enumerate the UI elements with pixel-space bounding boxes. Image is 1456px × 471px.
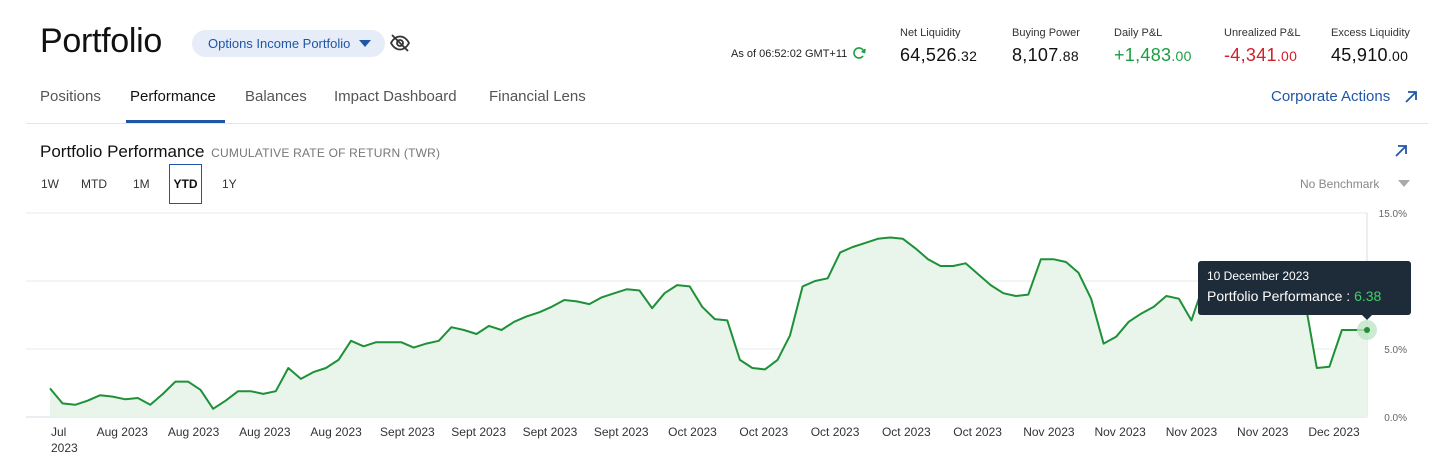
metric-value: 8,107.88 bbox=[1012, 45, 1079, 65]
y-tick-label: 5.0% bbox=[1384, 345, 1407, 356]
divider bbox=[26, 123, 1428, 124]
tab-positions[interactable]: Positions bbox=[40, 88, 101, 105]
tooltip-pointer bbox=[1361, 314, 1373, 320]
x-tick-label: Aug 2023 bbox=[97, 425, 149, 439]
performance-chart[interactable]: 0.0% 5.0% 15.0% Jul 2023 Aug 2023 Aug 2023 Aug … bbox=[0, 200, 1456, 471]
chevron-down-icon bbox=[359, 40, 371, 47]
metric-label: Net Liquidity bbox=[900, 27, 961, 39]
x-tick-label: Oct 2023 bbox=[668, 425, 717, 439]
arrow-up-right-icon[interactable] bbox=[1403, 89, 1419, 105]
active-tab-indicator bbox=[126, 120, 225, 123]
metric-net-liquidity: Net Liquidity 64,526.32 bbox=[900, 27, 977, 66]
tab-financial-lens[interactable]: Financial Lens bbox=[489, 88, 586, 105]
benchmark-selector[interactable]: No Benchmark bbox=[1300, 177, 1410, 191]
metric-value: 64,526.32 bbox=[900, 45, 978, 65]
portfolio-selector[interactable]: Options Income Portfolio bbox=[192, 30, 385, 57]
metric-value: 45,910.00 bbox=[1331, 45, 1409, 65]
corporate-actions-link[interactable]: Corporate Actions bbox=[1271, 88, 1391, 105]
metric-value: -4,341.00 bbox=[1224, 45, 1298, 65]
x-tick-label: Aug 2023 bbox=[239, 425, 291, 439]
x-tick-label: Nov 2023 bbox=[1166, 425, 1218, 439]
chart-tooltip: 10 December 2023 Portfolio Performance :… bbox=[1198, 261, 1411, 315]
x-tick-label: Aug 2023 bbox=[310, 425, 362, 439]
range-button-mtd[interactable]: MTD bbox=[81, 177, 107, 191]
refresh-icon[interactable] bbox=[851, 45, 867, 61]
metric-buying-power: Buying Power 8,107.88 bbox=[1012, 27, 1080, 66]
x-tick-label: Sept 2023 bbox=[523, 425, 578, 439]
x-tick-label: Oct 2023 bbox=[811, 425, 860, 439]
x-tick-label: Oct 2023 bbox=[882, 425, 931, 439]
y-tick-label: 0.0% bbox=[1384, 413, 1407, 424]
chart-subtitle: CUMULATIVE RATE OF RETURN (TWR) bbox=[211, 146, 441, 160]
x-tick-label: Oct 2023 bbox=[739, 425, 788, 439]
x-tick-label: Nov 2023 bbox=[1023, 425, 1075, 439]
x-tick-label: Sept 2023 bbox=[380, 425, 435, 439]
range-button-1y[interactable]: 1Y bbox=[222, 177, 237, 191]
chart-heading: Portfolio Performance bbox=[40, 142, 205, 161]
metric-value: +1,483.00 bbox=[1114, 45, 1192, 65]
x-tick-label: Sept 2023 bbox=[594, 425, 649, 439]
tooltip-date: 10 December 2023 bbox=[1207, 269, 1310, 283]
y-tick-label: 15.0% bbox=[1379, 209, 1407, 220]
series-area bbox=[50, 237, 1367, 417]
series-line bbox=[49, 236, 1367, 410]
x-tick-label: Oct 2023 bbox=[953, 425, 1002, 439]
eye-slash-icon[interactable] bbox=[389, 33, 411, 53]
x-tick-label: Sept 2023 bbox=[451, 425, 506, 439]
metric-label: Unrealized P&L bbox=[1224, 27, 1301, 39]
range-button-1m[interactable]: 1M bbox=[133, 177, 150, 191]
x-tick-label: Dec 2023 bbox=[1308, 425, 1360, 439]
benchmark-label: No Benchmark bbox=[1300, 177, 1380, 191]
metric-label: Buying Power bbox=[1012, 27, 1080, 39]
chevron-down-icon bbox=[1398, 180, 1410, 187]
hover-point bbox=[1364, 326, 1370, 333]
x-tick-label: Aug 2023 bbox=[168, 425, 220, 439]
tab-performance[interactable]: Performance bbox=[130, 88, 216, 105]
x-tick-label: Nov 2023 bbox=[1237, 425, 1289, 439]
x-tick-label: Jul 2023 bbox=[51, 425, 78, 455]
metric-unrealized-pnl: Unrealized P&L -4,341.00 bbox=[1224, 27, 1300, 66]
arrow-up-right-icon[interactable] bbox=[1393, 143, 1409, 159]
metric-label: Excess Liquidity bbox=[1331, 27, 1410, 39]
page-title: Portfolio bbox=[40, 22, 163, 60]
tab-impact-dashboard[interactable]: Impact Dashboard bbox=[334, 88, 457, 105]
x-tick-label: Nov 2023 bbox=[1094, 425, 1146, 439]
tooltip-line: Portfolio Performance : 6.38 bbox=[1207, 288, 1382, 304]
as-of-timestamp: As of 06:52:02 GMT+11 bbox=[731, 48, 848, 60]
metric-label: Daily P&L bbox=[1114, 27, 1163, 39]
metric-excess-liquidity: Excess Liquidity 45,910.00 bbox=[1331, 27, 1410, 66]
tab-balances[interactable]: Balances bbox=[245, 88, 307, 105]
range-button-ytd[interactable]: YTD bbox=[169, 164, 202, 204]
metric-daily-pnl: Daily P&L +1,483.00 bbox=[1114, 27, 1192, 66]
chart-title: Portfolio Performance CUMULATIVE RATE OF… bbox=[40, 142, 440, 162]
portfolio-selector-label: Options Income Portfolio bbox=[208, 36, 351, 51]
range-button-1w[interactable]: 1W bbox=[41, 177, 59, 191]
